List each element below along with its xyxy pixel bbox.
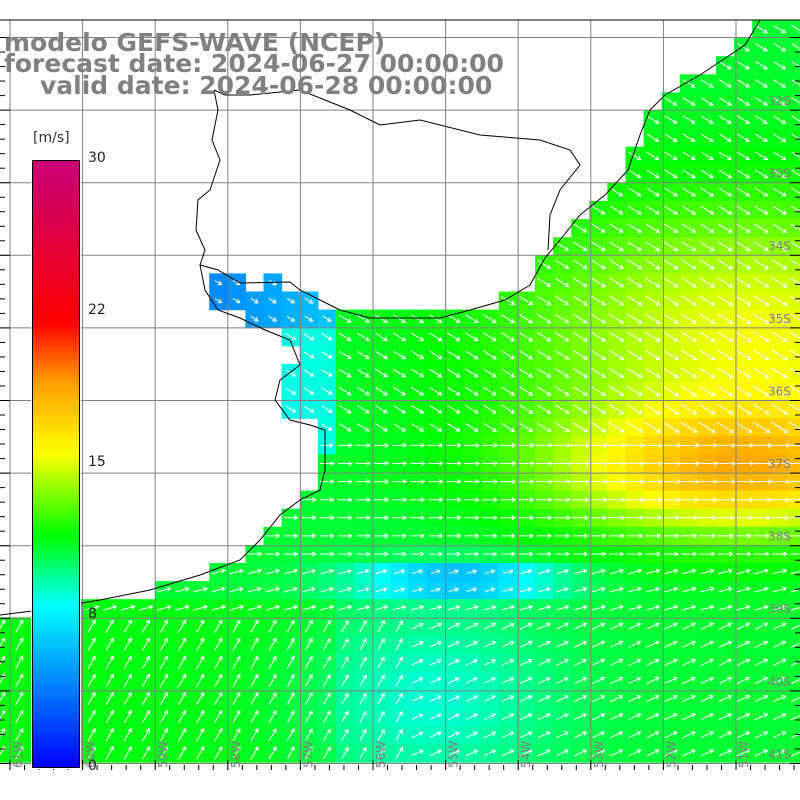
wind-cell [788, 327, 800, 347]
coastline-north [213, 89, 581, 251]
wind-cell [0, 653, 11, 673]
lon-label: 59W [156, 741, 170, 768]
colorbar-unit: [m/s] [33, 130, 70, 146]
wind-cell [788, 599, 800, 618]
wind-cell [0, 725, 11, 745]
wind-cell [788, 291, 800, 311]
wind-cell [788, 671, 800, 691]
country-border [195, 89, 221, 266]
wind-cell [788, 164, 800, 184]
wind-cell [788, 581, 800, 600]
wind-cell [788, 237, 800, 256]
wind-cell [788, 653, 800, 673]
lon-label: 51W [737, 741, 751, 768]
lon-label: 58W [229, 741, 243, 768]
wind-cell [788, 182, 800, 202]
wind-cell [788, 74, 800, 93]
lon-label: 55W [447, 741, 461, 768]
lon-label: 52W [664, 741, 678, 768]
wind-cell [0, 617, 11, 636]
forecast-date: forecast date: 2024-06-27 00:00:00 [4, 49, 504, 78]
wind-cell [788, 400, 800, 419]
lon-label: 54W [519, 741, 533, 768]
wind-cell [788, 707, 800, 727]
wind-cell [788, 563, 800, 582]
lat-label: 39S [768, 602, 791, 616]
wind-cell [788, 56, 800, 75]
lat-label: 33S [768, 167, 791, 181]
wind-cell [788, 363, 800, 383]
wind-cell [788, 255, 800, 274]
model-title: modelo GEFS-WAVE (NCEP) [4, 28, 386, 57]
wind-cell [0, 671, 11, 691]
wind-cell [788, 309, 800, 329]
lat-label: 34S [768, 239, 791, 253]
wind-cell [788, 418, 800, 437]
lat-label: 40S [768, 675, 791, 689]
wind-cell [0, 635, 11, 655]
lat-label: 36S [768, 384, 791, 398]
latitude-labels: 32S 33S 34S 35S 36S 37S 38S 39S 40S 41S [768, 94, 791, 761]
wind-cell [788, 146, 800, 166]
lat-label: 37S [768, 457, 791, 471]
colorbar-label-0: 0 [88, 758, 97, 774]
wind-vectors [0, 24, 800, 760]
lon-label: 60W [84, 741, 98, 768]
wind-cell [0, 707, 11, 727]
lon-label: 56W [374, 741, 388, 768]
lat-lon-grid [0, 20, 800, 770]
lat-label: 32S [768, 94, 791, 108]
valid-date: valid date: 2024-06-28 00:00:00 [40, 71, 493, 100]
wind-cell [788, 382, 800, 401]
wind-cell [788, 744, 800, 763]
coastline [0, 19, 761, 616]
wind-cell [0, 744, 11, 763]
wind-cell [788, 273, 800, 293]
colorbar-label-22: 22 [88, 302, 106, 318]
wind-cell [788, 219, 800, 238]
colorbar [31, 159, 81, 769]
colorbar-label-8: 8 [88, 606, 97, 622]
lat-label: 38S [768, 530, 791, 544]
colorbar-label-15: 15 [88, 454, 106, 470]
lon-label: 57W [301, 741, 315, 768]
wind-cell [788, 110, 800, 130]
wind-cell [788, 128, 800, 148]
wind-cell [788, 92, 800, 112]
lat-label: 41S [768, 747, 791, 761]
wind-cell [788, 725, 800, 745]
wind-cell [788, 617, 800, 636]
lat-label: 35S [768, 312, 791, 326]
wind-cell [788, 38, 800, 57]
wind-cell [0, 689, 11, 709]
longitude-labels: 61W 60W 59W 58W 57W 56W 55W 54W 53W 52W 51W [11, 741, 751, 768]
lon-label: 53W [592, 741, 606, 768]
axis-ticks [0, 19, 800, 770]
lon-label: 61W [11, 741, 25, 768]
wind-cell [788, 20, 800, 39]
wind-cell [788, 345, 800, 365]
wind-cell [788, 689, 800, 709]
wind-cell [788, 635, 800, 655]
colorbar-label-30: 30 [88, 150, 106, 166]
wind-cell [788, 201, 800, 220]
